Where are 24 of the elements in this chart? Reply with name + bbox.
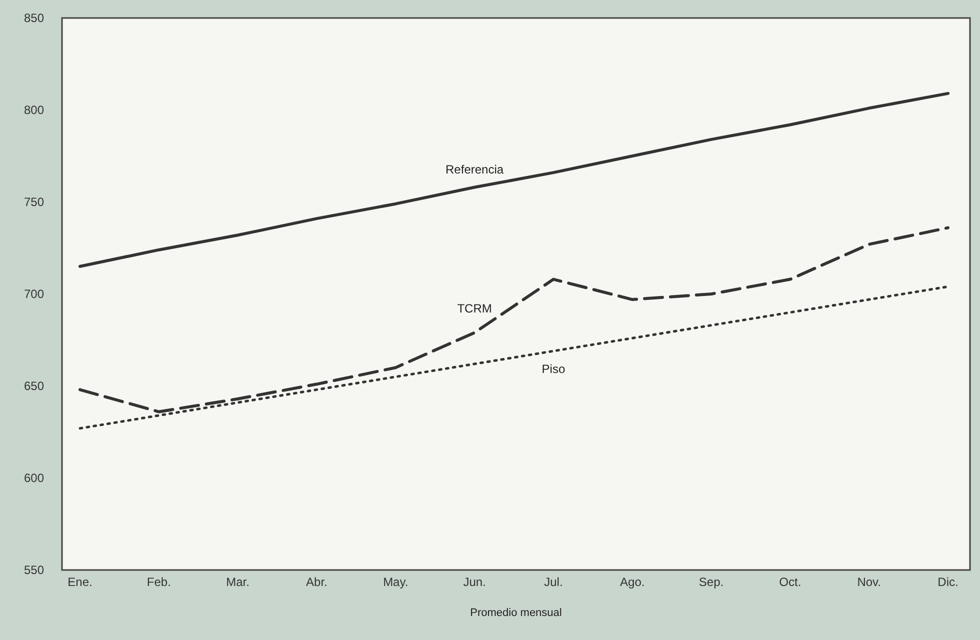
- x-tick-label: Sep.: [698, 575, 724, 589]
- x-tick-label: Ene.: [68, 575, 92, 589]
- series-label: Referencia: [446, 162, 504, 176]
- x-tick-label: Dic.: [938, 575, 958, 589]
- y-tick-label: 650: [24, 379, 44, 394]
- x-tick-label: Oct.: [779, 575, 802, 589]
- series-label: TCRM: [457, 302, 492, 316]
- y-tick-label: 800: [24, 103, 44, 118]
- y-tick-label: 750: [24, 195, 44, 210]
- y-tick-label: 850: [24, 11, 44, 26]
- x-tick-label: May.: [383, 575, 408, 589]
- x-tick-label: Nov.: [857, 575, 881, 589]
- x-tick-label: Feb.: [146, 575, 171, 589]
- x-tick-label: Mar.: [226, 575, 250, 589]
- series-label: Piso: [542, 362, 566, 376]
- x-axis-title: Promedio mensual: [470, 607, 562, 619]
- line-series: [78, 92, 950, 268]
- y-tick-label: 550: [24, 563, 44, 578]
- x-tick-label: Jun.: [463, 575, 486, 589]
- x-tick-label: Abr.: [306, 575, 328, 589]
- x-tick-label: Ago.: [620, 575, 645, 589]
- y-tick-label: 600: [24, 471, 44, 486]
- x-tick-label: Jul.: [544, 575, 563, 589]
- y-tick-label: 700: [24, 287, 44, 302]
